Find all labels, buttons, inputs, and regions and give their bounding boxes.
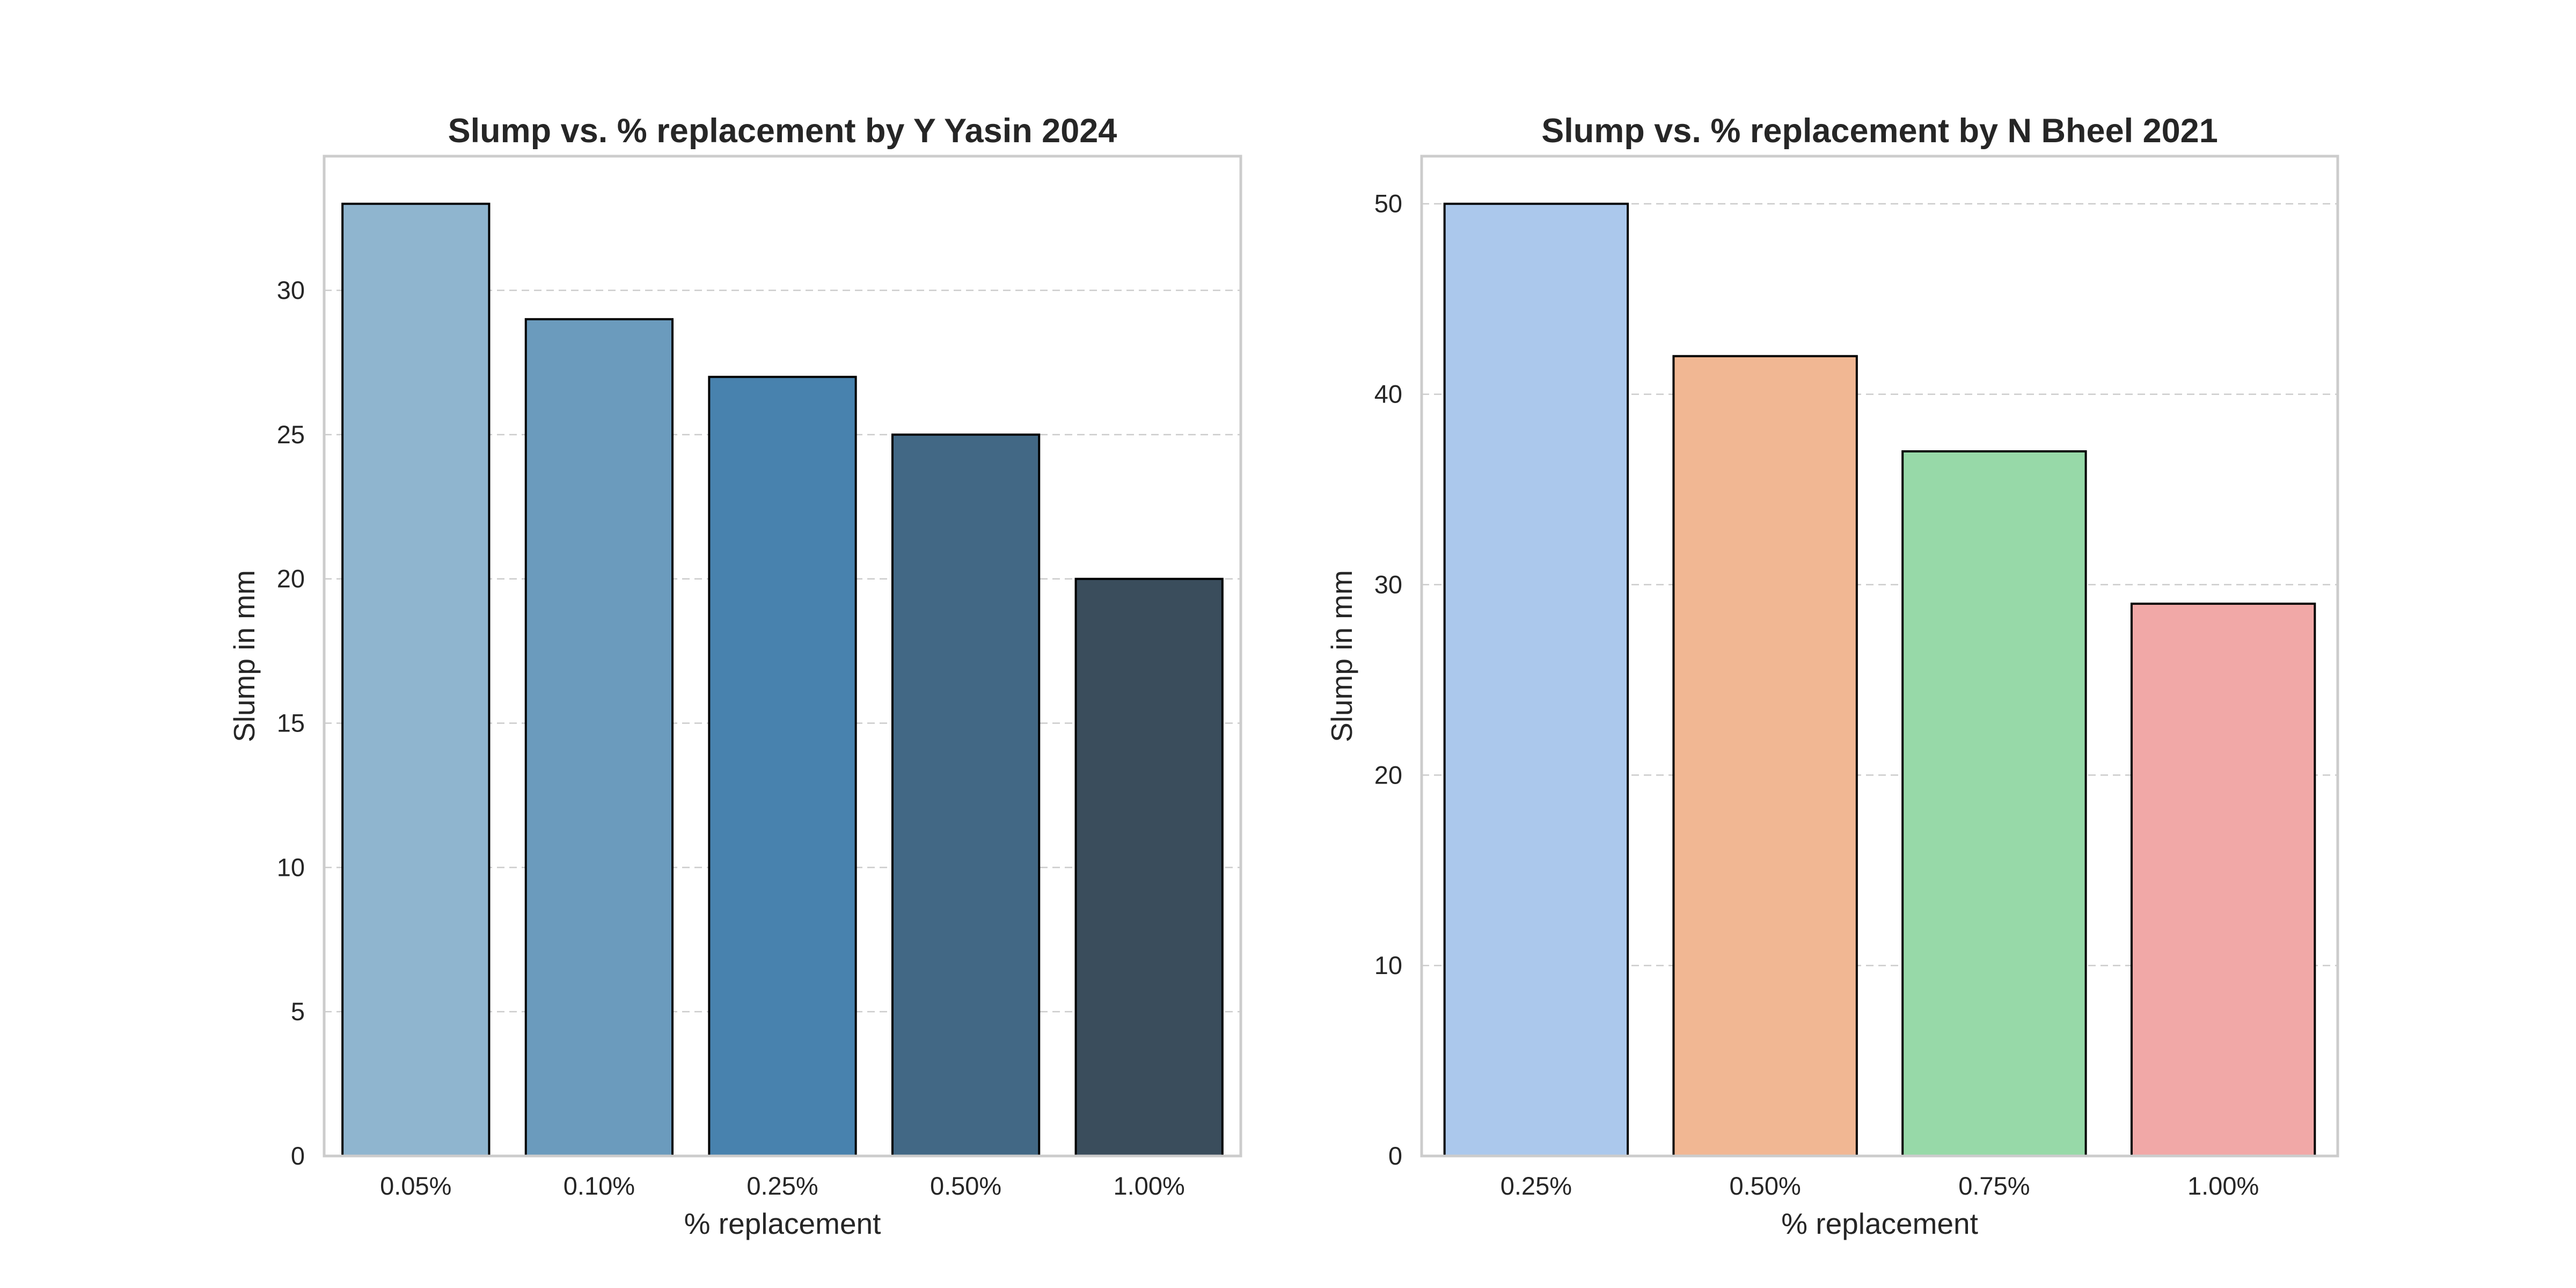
x-axis-label: % replacement (684, 1207, 881, 1240)
x-tick-label: 0.25% (1501, 1172, 1572, 1200)
bar (891, 433, 1041, 1158)
y-tick-label: 15 (277, 709, 305, 737)
x-axis-label: % replacement (1781, 1207, 1978, 1240)
x-tick-labels: 0.25% 0.50% 0.75% 1.00% (1501, 1172, 2259, 1200)
x-tick-label: 0.50% (1729, 1172, 1801, 1200)
x-tick-label: 0.05% (380, 1172, 451, 1200)
x-tick-label: 0.75% (1958, 1172, 2030, 1200)
x-tick-label: 0.50% (930, 1172, 1001, 1200)
y-axis-label: Slump in mm (228, 570, 261, 742)
y-tick-label: 10 (277, 853, 305, 881)
y-tick-label: 5 (291, 997, 305, 1026)
x-tick-label: 1.00% (2187, 1172, 2259, 1200)
y-tick-label: 50 (1374, 189, 1402, 218)
bar (1443, 202, 1629, 1158)
bar (1672, 355, 1858, 1157)
y-tick-label: 20 (277, 565, 305, 593)
y-tick-label: 25 (277, 420, 305, 449)
bars (341, 202, 1224, 1158)
x-tick-label: 1.00% (1114, 1172, 1185, 1200)
chart-panel-bheel-2021: 0 10 20 30 40 50 0.25% 0.50% 0.75% 1.00% Slump v… (1325, 112, 2339, 1240)
x-tick-label: 0.10% (564, 1172, 635, 1200)
x-tick-label: 0.25% (747, 1172, 818, 1200)
chart-panel-yasin-2024: 0 5 10 15 20 25 30 0.05% 0.10% 0.25% 0.50% 1.00% S… (228, 112, 1242, 1240)
y-tick-label: 30 (1374, 570, 1402, 598)
y-axis-label: Slump in mm (1325, 570, 1358, 742)
y-tick-labels: 0 5 10 15 20 25 30 (277, 276, 305, 1170)
chart-title: Slump vs. % replacement by N Bheel 2021 (1541, 112, 2218, 150)
bars (1443, 202, 2316, 1158)
y-tick-label: 0 (291, 1141, 305, 1170)
bar (2130, 602, 2316, 1157)
plot-frame (1420, 155, 2339, 1158)
y-tick-labels: 0 10 20 30 40 50 (1374, 189, 1402, 1170)
y-tick-label: 10 (1374, 951, 1402, 979)
bar (341, 202, 491, 1158)
plot-frame (323, 155, 1242, 1158)
chart-title: Slump vs. % replacement by Y Yasin 2024 (448, 112, 1117, 150)
y-tick-label: 30 (277, 276, 305, 304)
bar (524, 318, 674, 1158)
x-tick-labels: 0.05% 0.10% 0.25% 0.50% 1.00% (380, 1172, 1185, 1200)
y-tick-label: 20 (1374, 760, 1402, 789)
y-tick-label: 0 (1388, 1141, 1402, 1170)
bar (708, 376, 857, 1158)
y-tick-label: 40 (1374, 380, 1402, 408)
bar (1901, 450, 2087, 1157)
bar (1074, 577, 1224, 1157)
